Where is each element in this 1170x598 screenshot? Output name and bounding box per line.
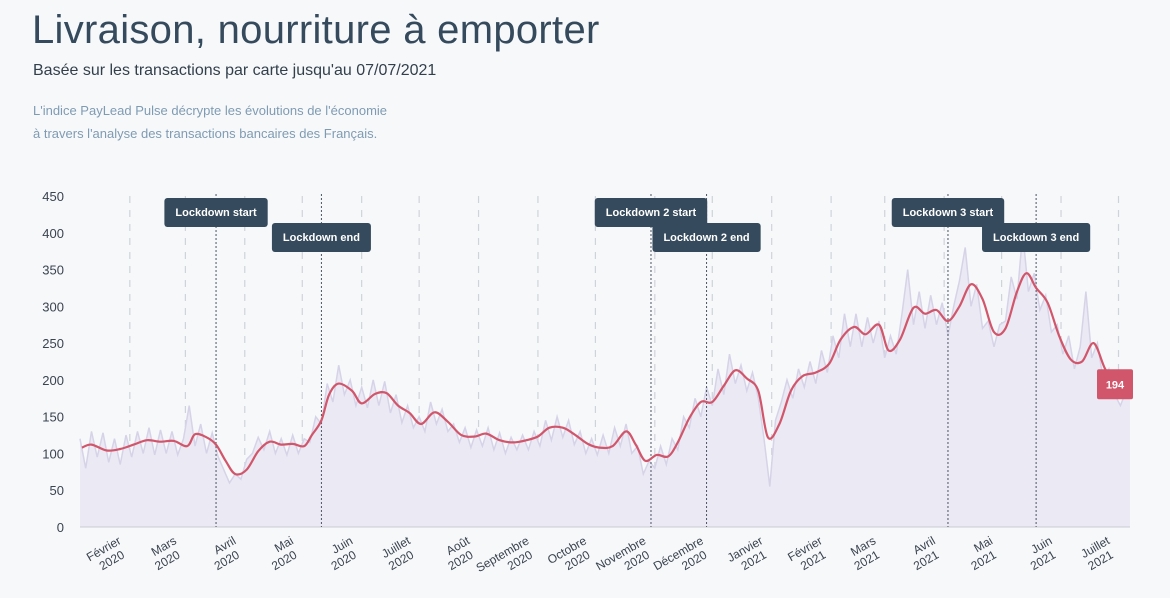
- annotation-box: [982, 223, 1091, 252]
- page-subtitle: Basée sur les transactions par carte jus…: [33, 62, 437, 79]
- page-title: Livraison, nourriture à emporter: [32, 8, 600, 52]
- annotation-box: [652, 223, 761, 252]
- y-tick-label: 0: [57, 520, 64, 535]
- average-series-line: [81, 272, 1131, 476]
- y-tick-label: 300: [42, 299, 64, 314]
- annotation-text: Lockdown 2 start: [606, 207, 697, 219]
- y-tick-label: 150: [42, 410, 64, 425]
- annotation-text: Lockdown 3 start: [903, 207, 994, 219]
- annotation-text: Lockdown start: [175, 207, 257, 219]
- annotation-box: [271, 223, 371, 252]
- raw-series-area: [80, 232, 1130, 528]
- annotation-text: Lockdown 2 end: [663, 232, 749, 244]
- annotation-label: Lockdown end: [271, 223, 371, 252]
- annotation-text: Lockdown end: [283, 232, 360, 244]
- annotation-box: [164, 198, 268, 227]
- last-value-text: 194: [1106, 379, 1125, 391]
- y-tick-label: 250: [42, 336, 64, 351]
- y-tick-label: 200: [42, 373, 64, 388]
- description-line-1: L'indice PayLead Pulse décrypte les évol…: [33, 103, 388, 118]
- y-tick-label: 50: [50, 483, 64, 498]
- annotation-label: Lockdown start: [164, 198, 268, 227]
- last-value-badge: [1097, 369, 1133, 400]
- annotation-label: Lockdown 2 end: [652, 223, 761, 252]
- y-tick-label: 350: [42, 263, 64, 278]
- x-tick-year: 2021: [969, 547, 999, 573]
- annotation-text: Lockdown 3 end: [993, 232, 1079, 244]
- description: L'indice PayLead Pulse décrypte les évol…: [33, 99, 453, 145]
- y-tick-label: 100: [42, 446, 64, 461]
- annotation-box: [891, 198, 1005, 227]
- annotation-label: Lockdown 3 end: [982, 223, 1091, 252]
- y-tick-label: 400: [42, 226, 64, 241]
- annotation-box: [594, 198, 708, 227]
- annotation-label: Lockdown 3 start: [891, 198, 1005, 227]
- x-tick-year: 2020: [269, 547, 299, 573]
- description-line-2: à travers l'analyse des transactions ban…: [33, 126, 378, 141]
- y-tick-label: 450: [42, 189, 64, 204]
- raw-series-line: [79, 232, 1131, 487]
- annotation-label: Lockdown 2 start: [594, 198, 708, 227]
